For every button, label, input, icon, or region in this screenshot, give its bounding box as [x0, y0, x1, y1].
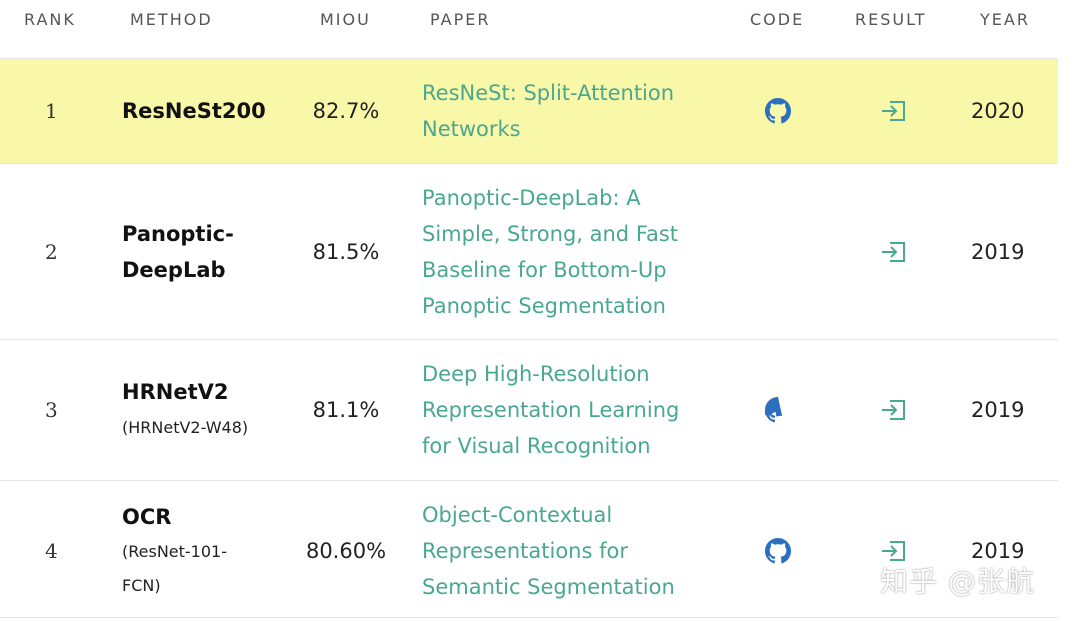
rank-cell: 3: [45, 398, 58, 422]
github-icon[interactable]: [765, 537, 791, 564]
code-cell[interactable]: [760, 59, 796, 163]
result-cell[interactable]: [876, 481, 912, 620]
year-cell: 2019: [971, 538, 1025, 563]
table-bottom-divider: [0, 617, 1058, 618]
watermark: 知乎 @张航: [880, 565, 1035, 598]
method-cell[interactable]: Panoptic-DeepLab: [122, 164, 262, 339]
result-enter-icon[interactable]: [880, 398, 908, 422]
header-miou[interactable]: MIOU: [320, 10, 371, 29]
method-variant: (ResNet-101-FCN): [122, 541, 227, 595]
method-name[interactable]: ResNeSt200: [122, 99, 266, 123]
miou-cell: 82.7%: [312, 99, 380, 123]
table-row: 1 ResNeSt200 82.7% ResNeSt: Split-Attent…: [0, 58, 1058, 163]
method-cell[interactable]: HRNetV2 (HRNetV2-W48): [122, 340, 302, 480]
result-cell[interactable]: [876, 59, 912, 163]
header-method[interactable]: METHOD: [130, 10, 213, 29]
code-cell[interactable]: [760, 481, 796, 620]
table-row: 4 OCR (ResNet-101-FCN) 80.60% Object-Con…: [0, 480, 1058, 620]
miou-cell: 81.1%: [312, 398, 380, 422]
table-row: 3 HRNetV2 (HRNetV2-W48) 81.1% Deep High-…: [0, 339, 1058, 480]
method-name[interactable]: Panoptic-DeepLab: [122, 221, 234, 282]
rank-cell: 1: [45, 99, 58, 123]
header-year[interactable]: YEAR: [980, 10, 1030, 29]
paper-link[interactable]: ResNeSt: Split-Attention Networks: [422, 81, 675, 141]
code-cell[interactable]: [760, 340, 796, 480]
method-cell[interactable]: OCR (ResNet-101-FCN): [122, 481, 262, 620]
year-cell: 2020: [971, 99, 1025, 123]
header-paper[interactable]: PAPER: [430, 10, 491, 29]
method-variant: (HRNetV2-W48): [122, 418, 249, 437]
method-name[interactable]: HRNetV2: [122, 380, 229, 404]
github-icon[interactable]: [765, 397, 791, 423]
year-cell: 2019: [971, 398, 1025, 422]
result-enter-icon[interactable]: [880, 99, 908, 123]
result-enter-icon[interactable]: [880, 539, 908, 563]
result-cell[interactable]: [876, 340, 912, 480]
github-icon[interactable]: [765, 98, 791, 124]
header-code[interactable]: CODE: [750, 10, 805, 29]
header-result[interactable]: RESULT: [855, 10, 927, 29]
year-cell: 2019: [971, 239, 1025, 264]
paper-link[interactable]: Deep High-Resolution Representation Lear…: [422, 362, 680, 458]
paper-link[interactable]: Panoptic-DeepLab: A Simple, Strong, and …: [422, 185, 679, 318]
rank-cell: 2: [45, 239, 58, 264]
miou-cell: 80.60%: [305, 538, 387, 563]
header-rank[interactable]: RANK: [24, 10, 76, 29]
miou-cell: 81.5%: [312, 239, 380, 264]
result-cell[interactable]: [876, 164, 912, 339]
table-header: RANK METHOD MIOU PAPER CODE RESULT YEAR: [0, 0, 1058, 58]
method-name[interactable]: OCR: [122, 504, 172, 529]
rank-cell: 4: [45, 538, 58, 563]
method-cell[interactable]: ResNeSt200: [122, 59, 302, 163]
result-enter-icon[interactable]: [880, 240, 908, 264]
table-row: 2 Panoptic-DeepLab 81.5% Panoptic-DeepLa…: [0, 163, 1058, 339]
leaderboard-table: RANK METHOD MIOU PAPER CODE RESULT YEAR …: [0, 0, 1058, 620]
paper-link[interactable]: Object-Contextual Representations for Se…: [422, 502, 675, 599]
